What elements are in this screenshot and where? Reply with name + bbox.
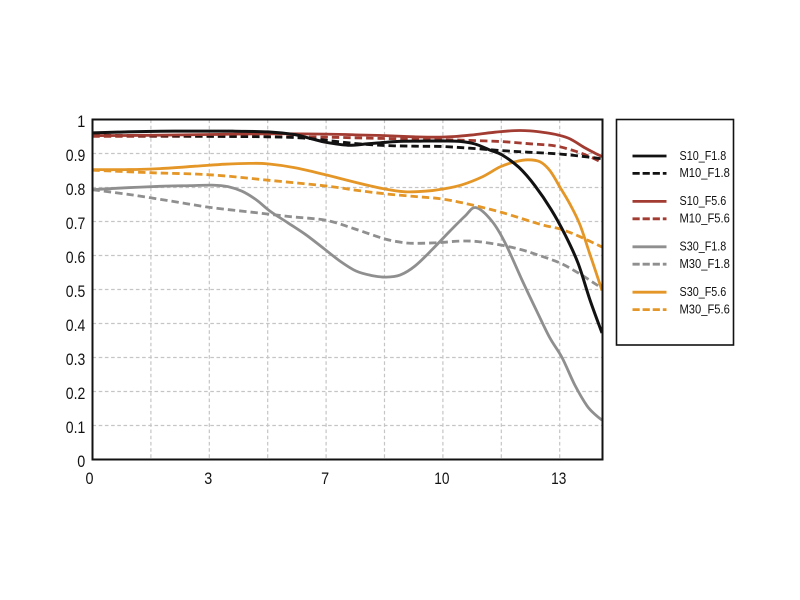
svg-text:0.6: 0.6 [66, 248, 86, 267]
svg-text:S10_F5.6: S10_F5.6 [680, 193, 727, 208]
svg-text:0.3: 0.3 [66, 350, 86, 369]
svg-text:S30_F1.8: S30_F1.8 [680, 239, 727, 254]
svg-text:S10_F1.8: S10_F1.8 [680, 148, 727, 163]
svg-text:M30_F1.8: M30_F1.8 [680, 256, 730, 271]
svg-text:10: 10 [434, 469, 449, 488]
svg-text:0.8: 0.8 [66, 180, 86, 199]
svg-text:7: 7 [321, 469, 329, 488]
svg-text:0.9: 0.9 [66, 146, 86, 165]
svg-text:M10_F1.8: M10_F1.8 [680, 165, 730, 180]
svg-text:0: 0 [86, 469, 94, 488]
svg-text:1: 1 [77, 112, 85, 131]
svg-text:0: 0 [77, 452, 85, 471]
svg-text:0.2: 0.2 [66, 384, 86, 403]
svg-text:0.7: 0.7 [66, 214, 86, 233]
svg-text:S30_F5.6: S30_F5.6 [680, 284, 727, 299]
svg-text:0.4: 0.4 [66, 316, 86, 335]
svg-text:0.5: 0.5 [66, 282, 86, 301]
svg-text:0.1: 0.1 [66, 418, 86, 437]
svg-text:M10_F5.6: M10_F5.6 [680, 211, 730, 226]
svg-text:13: 13 [551, 469, 566, 488]
svg-text:M30_F5.6: M30_F5.6 [680, 301, 730, 316]
svg-text:3: 3 [204, 469, 212, 488]
